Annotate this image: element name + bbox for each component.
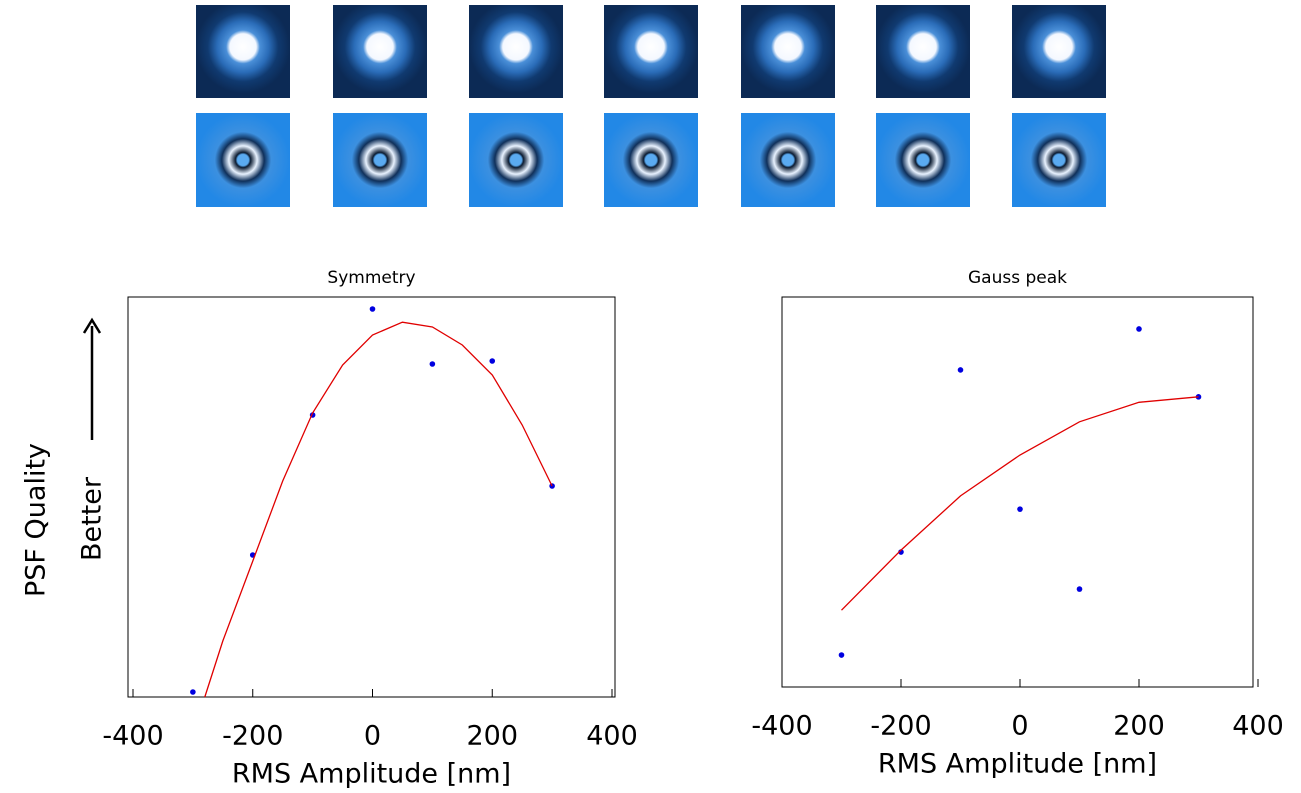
residual-image — [333, 113, 427, 207]
chart-title: Gauss peak — [968, 268, 1067, 288]
x-tick-label: 200 — [466, 721, 518, 752]
residual-image — [196, 113, 290, 207]
psf-image — [741, 5, 835, 98]
data-point — [429, 361, 436, 367]
psf-image — [333, 5, 427, 98]
data-point — [489, 358, 496, 364]
x-tick-label: -200 — [870, 711, 931, 742]
x-tick-label: 200 — [1113, 711, 1165, 742]
data-point — [369, 306, 376, 312]
psf-image — [876, 5, 970, 98]
psf-image — [196, 5, 290, 98]
data-point — [838, 652, 845, 658]
psf-image — [1012, 5, 1106, 98]
x-tick-label: 0 — [364, 721, 381, 752]
x-axis-label: RMS Amplitude [nm] — [878, 749, 1157, 780]
annotation: Better — [77, 476, 108, 561]
psf-image — [469, 5, 563, 98]
arrow-head — [82, 317, 102, 334]
fit-line — [204, 321, 553, 698]
x-tick-label: -400 — [751, 711, 812, 742]
psf-image — [604, 5, 698, 98]
x-tick-label: 0 — [1011, 711, 1028, 742]
plot-frame — [127, 296, 616, 698]
x-axis-label: RMS Amplitude [nm] — [232, 759, 511, 790]
data-point — [1076, 586, 1083, 592]
chart-title: Symmetry — [327, 268, 415, 288]
plot-frame — [781, 296, 1254, 688]
x-tick-label: -400 — [102, 721, 163, 752]
x-tick-label: 400 — [586, 721, 638, 752]
data-point — [1136, 326, 1142, 332]
residual-image — [604, 113, 698, 207]
data-point — [549, 483, 555, 489]
data-point — [190, 689, 196, 695]
x-tick-label: -200 — [222, 721, 283, 752]
residual-image — [741, 113, 835, 207]
residual-image — [1012, 113, 1106, 207]
data-point — [1017, 506, 1023, 512]
thumbnails — [196, 5, 1106, 207]
data-point — [957, 367, 964, 373]
residual-image — [469, 113, 563, 207]
x-tick-label: 400 — [1232, 711, 1284, 742]
y-axis-label: PSF Quality — [21, 443, 52, 597]
fit-line — [841, 396, 1199, 611]
residual-image — [876, 113, 970, 207]
